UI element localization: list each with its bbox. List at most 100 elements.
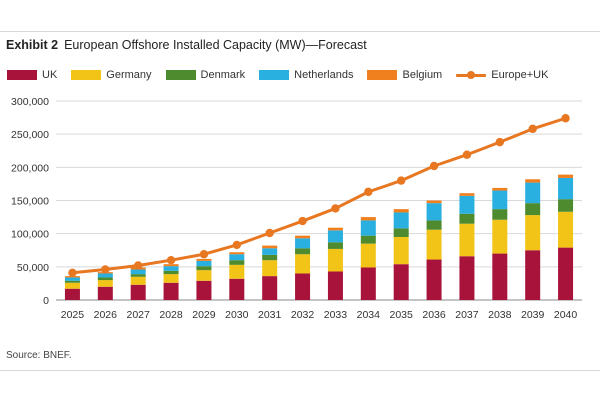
bar-segment xyxy=(295,248,311,255)
chart-title-text: European Offshore Installed Capacity (MW… xyxy=(64,38,367,52)
top-rule xyxy=(0,31,600,32)
line-point xyxy=(528,124,537,134)
legend-item: Germany xyxy=(71,69,152,81)
x-tick-label: 2030 xyxy=(225,309,249,321)
x-tick-label: 2040 xyxy=(554,309,578,321)
line-point xyxy=(364,187,373,197)
legend-line-swatch xyxy=(456,70,487,80)
line-point xyxy=(232,240,242,250)
bar-segment xyxy=(196,260,212,267)
bar-segment xyxy=(393,236,409,265)
x-tick-label: 2029 xyxy=(192,309,216,321)
line-point xyxy=(101,265,110,274)
bar-segment xyxy=(393,264,409,300)
legend-item: Europe+UK xyxy=(456,69,548,81)
line-point xyxy=(561,114,570,123)
legend-swatch xyxy=(165,70,196,80)
legend-swatch xyxy=(259,70,290,80)
bar-segment xyxy=(130,274,146,277)
bar-segment xyxy=(360,243,376,268)
bar-segment xyxy=(229,252,245,255)
legend-label: Netherlands xyxy=(294,69,354,81)
y-tick-label: 150,000 xyxy=(11,196,49,208)
legend-swatch xyxy=(71,70,102,80)
bar-segment xyxy=(558,177,574,200)
y-tick-label: 300,000 xyxy=(11,96,49,108)
bar-segment xyxy=(327,242,343,249)
bar-segment xyxy=(196,266,212,271)
bar-segment xyxy=(558,247,574,300)
line-point xyxy=(298,216,307,226)
bar-segment xyxy=(360,217,376,221)
line-point xyxy=(462,150,472,159)
bar-segment xyxy=(492,187,508,191)
bar-segment xyxy=(229,254,245,261)
bar-segment xyxy=(459,213,475,224)
bar-segment xyxy=(393,212,409,229)
bar-segment xyxy=(229,260,245,265)
bar-segment xyxy=(558,199,574,212)
bar-segment xyxy=(327,230,343,243)
bar-segment xyxy=(360,267,376,300)
legend-label: Germany xyxy=(106,69,152,81)
line-point xyxy=(166,256,176,265)
bar-segment xyxy=(196,258,212,261)
legend-item: Netherlands xyxy=(259,69,353,81)
y-tick-label: 200,000 xyxy=(11,162,49,174)
x-tick-label: 2031 xyxy=(258,309,282,321)
bar-segment xyxy=(262,245,278,249)
bar-segment xyxy=(558,174,574,178)
source-note: Source: BNEF. xyxy=(6,350,72,361)
x-tick-label: 2032 xyxy=(291,309,315,321)
bar-segment xyxy=(459,223,475,257)
bar-segment xyxy=(525,250,541,300)
y-tick-label: 100,000 xyxy=(11,229,49,241)
line-point xyxy=(396,176,406,185)
legend-item: Denmark xyxy=(165,69,246,81)
y-tick-label: 250,000 xyxy=(11,129,49,141)
legend-label: Belgium xyxy=(402,69,443,81)
bar-segment xyxy=(229,278,245,300)
bar-segment xyxy=(196,280,212,300)
bar-segment xyxy=(525,203,541,216)
bar-segment xyxy=(492,209,508,220)
bar-segment xyxy=(163,264,179,267)
x-tick-label: 2025 xyxy=(61,309,85,321)
legend-item: Belgium xyxy=(367,69,442,81)
exhibit-label: Exhibit 2 xyxy=(6,38,59,52)
bar-segment xyxy=(262,248,278,255)
bar-segment xyxy=(295,254,311,274)
bar-segment xyxy=(558,211,574,248)
legend-swatch xyxy=(367,70,398,80)
bar-segment xyxy=(459,193,475,196)
bar-segment xyxy=(426,259,442,300)
bar-segment xyxy=(459,195,475,214)
bar-segment xyxy=(459,256,475,300)
line-point xyxy=(199,250,209,259)
bar-segment xyxy=(525,215,541,251)
bar-segment xyxy=(262,276,278,300)
bar-segment xyxy=(426,203,442,221)
bar-segment xyxy=(64,288,80,300)
bar-segment xyxy=(130,276,146,285)
bar-segment xyxy=(262,260,278,277)
chart-title: Exhibit 2 European Offshore Installed Cap… xyxy=(6,38,367,52)
x-tick-label: 2034 xyxy=(357,309,381,321)
bar-segment xyxy=(393,228,409,237)
bar-segment xyxy=(426,229,442,260)
line-point xyxy=(495,137,505,147)
legend-label: Denmark xyxy=(200,69,246,81)
bar-segment xyxy=(525,179,541,183)
bar-segment xyxy=(360,235,376,244)
bar-segment xyxy=(525,182,541,204)
bar-segment xyxy=(64,282,80,289)
bar-segment xyxy=(97,280,113,287)
bar-segment xyxy=(97,277,113,281)
bar-segment xyxy=(393,209,409,213)
bar-segment xyxy=(492,253,508,300)
bar-segment xyxy=(492,190,508,210)
bar-segment xyxy=(64,280,80,283)
bar-segment xyxy=(163,282,179,300)
bar-segment xyxy=(163,274,179,283)
